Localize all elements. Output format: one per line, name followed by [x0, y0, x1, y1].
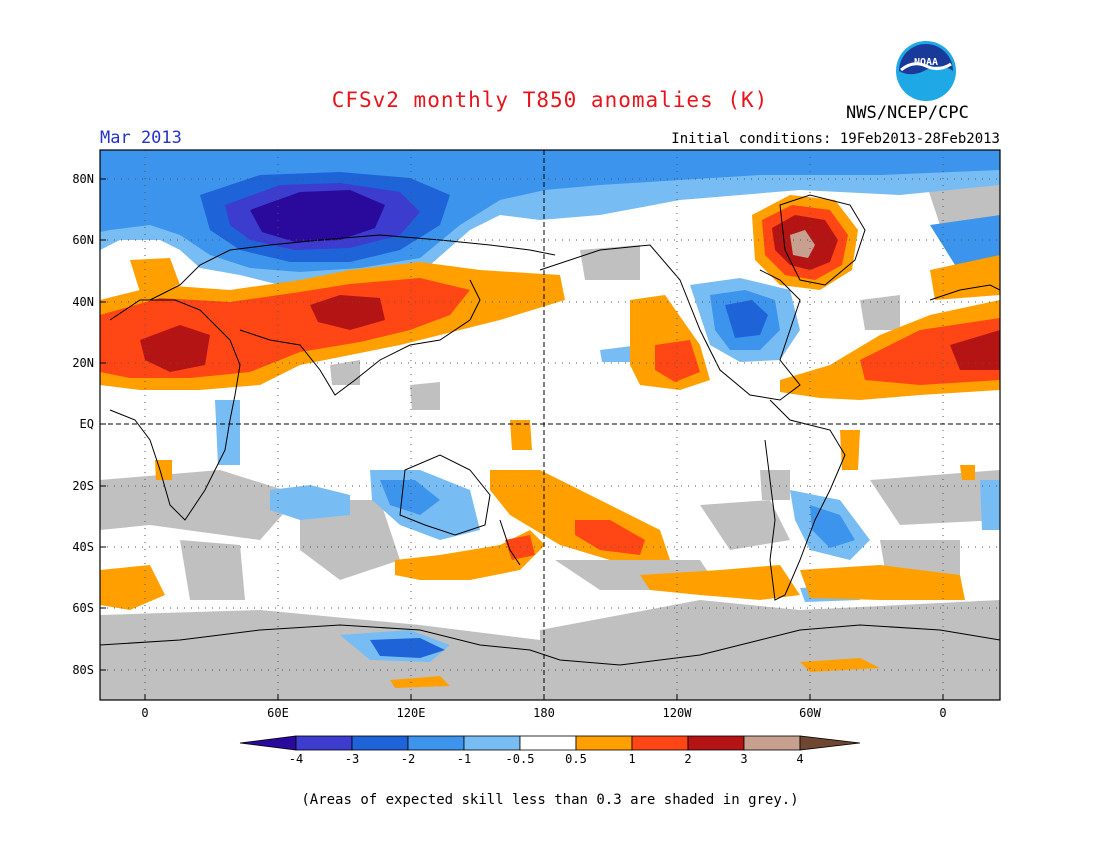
map-fields	[100, 150, 1000, 700]
lon-label: 120W	[663, 706, 693, 720]
colorbar-label: -4	[289, 752, 303, 766]
colorbar-label: -3	[345, 752, 359, 766]
colorbar-segment	[799, 735, 861, 751]
low-skill-areas	[100, 160, 1000, 700]
warm-anomalies	[100, 195, 1000, 688]
logo-text: NOAA	[914, 57, 938, 68]
lat-label: 20N	[72, 356, 94, 370]
colorbar-label: -1	[457, 752, 471, 766]
lon-label: 0	[141, 706, 148, 720]
colorbar-label: 1	[628, 752, 635, 766]
cold-anomalies	[100, 150, 1000, 662]
colorbar-segment	[575, 735, 633, 751]
lat-label: 60S	[72, 601, 94, 615]
colorbar-segment	[239, 735, 297, 751]
lat-label: 60N	[72, 233, 94, 247]
lat-label: 40S	[72, 540, 94, 554]
colorbar-segment	[687, 735, 745, 751]
initial-conditions: Initial conditions: 19Feb2013-28Feb2013	[671, 131, 1000, 147]
colorbar-label: -0.5	[506, 752, 535, 766]
colorbar-segment	[519, 735, 577, 751]
forecast-month: Mar 2013	[100, 128, 182, 148]
lat-label: 40N	[72, 295, 94, 309]
colorbar-segment	[743, 735, 801, 751]
lat-labels: 80N 60N 40N 20N EQ 20S 40S 60S 80S	[72, 172, 94, 677]
map-frame	[99, 149, 1001, 701]
lon-label: 0	[939, 706, 946, 720]
lat-label: 20S	[72, 479, 94, 493]
lon-label: 60W	[799, 706, 821, 720]
lon-labels: 0 60E 120E 180 120W 60W 0	[141, 706, 946, 720]
colorbar-label: 2	[684, 752, 691, 766]
agency-label: NWS/NCEP/CPC	[846, 103, 969, 123]
lon-label: 60E	[267, 706, 289, 720]
skill-footnote: (Areas of expected skill less than 0.3 a…	[301, 792, 799, 808]
colorbar	[239, 735, 861, 751]
lat-label: 80N	[72, 172, 94, 186]
colorbar-label: 3	[740, 752, 747, 766]
colorbar-segment	[295, 735, 353, 751]
colorbar-segment	[463, 735, 521, 751]
lon-label: 120E	[397, 706, 426, 720]
noaa-logo-icon: NOAA	[896, 41, 956, 101]
coastlines	[100, 194, 1000, 666]
colorbar-labels: -4 -3 -2 -1 -0.5 0.5 1 2 3 4	[289, 752, 804, 766]
colorbar-label: 0.5	[565, 752, 587, 766]
axis-ticks	[100, 178, 944, 700]
lat-lon-grid	[100, 150, 1000, 700]
colorbar-segment	[407, 735, 465, 751]
colorbar-segment	[351, 735, 409, 751]
colorbar-segment	[631, 735, 689, 751]
lon-label: 180	[533, 706, 555, 720]
map-title: CFSv2 monthly T850 anomalies (K)	[331, 88, 769, 112]
colorbar-label: -2	[401, 752, 415, 766]
lat-label: EQ	[80, 417, 94, 431]
lat-label: 80S	[72, 663, 94, 677]
colorbar-label: 4	[796, 752, 803, 766]
